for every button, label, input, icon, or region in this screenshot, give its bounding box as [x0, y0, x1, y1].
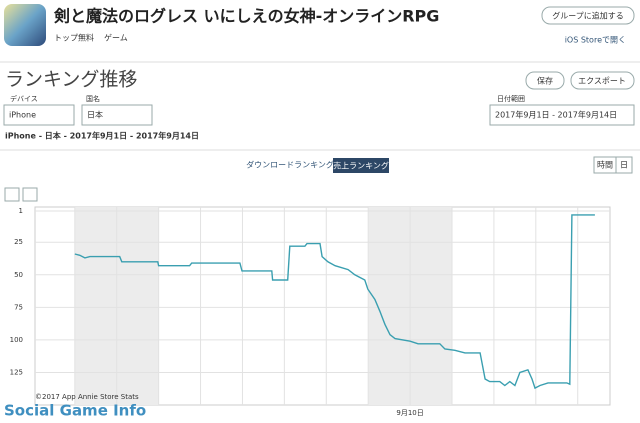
date-select[interactable]: [489, 104, 635, 126]
tag: トップ無料: [54, 33, 94, 43]
tab[interactable]: 売上ランキング: [333, 161, 389, 171]
watermark: Social Game Info: [4, 402, 146, 420]
add-group-button[interactable]: [541, 6, 635, 25]
granularity-button[interactable]: [615, 156, 633, 174]
date-value: 2017年9月1日 - 2017年9月14日: [495, 110, 617, 120]
tab[interactable]: ダウンロードランキング: [246, 160, 334, 170]
filter-label: 日付範囲: [497, 94, 525, 103]
filter-label: デバイス: [10, 94, 38, 103]
x-tick-label: 9月10日: [396, 409, 423, 417]
device-value: iPhone: [9, 111, 36, 120]
y-tick-label: 1: [19, 207, 23, 215]
app-title: 剣と魔法のログレス いにしえの女神-オンラインRPG: [53, 7, 439, 26]
section-title: ランキング推移: [5, 69, 137, 91]
y-tick-label: 75: [14, 303, 23, 311]
rank-line: [74, 214, 595, 390]
y-tick-label: 100: [10, 336, 23, 344]
tag: ゲーム: [104, 33, 128, 43]
open-store-link[interactable]: iOS Storeで開く: [565, 36, 626, 45]
device-select[interactable]: [3, 104, 75, 126]
app-icon: [4, 4, 46, 46]
tab-active[interactable]: [333, 158, 389, 173]
filter-label: 国名: [86, 94, 100, 103]
y-tick-label: 25: [14, 238, 23, 246]
save-button[interactable]: [525, 71, 565, 90]
zoom-button[interactable]: [22, 187, 38, 202]
country-select[interactable]: [81, 104, 153, 126]
country-value: 日本: [87, 110, 103, 120]
y-tick-label: 125: [10, 368, 23, 376]
save-label: 保存: [537, 76, 553, 86]
reset-button[interactable]: [4, 187, 20, 202]
credit: ©2017 App Annie Store Stats: [35, 393, 139, 401]
export-label: エクスポート: [578, 77, 626, 86]
granularity-label: 時間: [597, 161, 613, 170]
export-button[interactable]: [570, 71, 635, 90]
summary: iPhone - 日本 - 2017年9月1日 - 2017年9月14日: [5, 131, 199, 141]
granularity-label: 日: [620, 161, 628, 170]
y-tick-label: 50: [14, 271, 23, 279]
add-group-label: グループに追加する: [552, 11, 624, 21]
